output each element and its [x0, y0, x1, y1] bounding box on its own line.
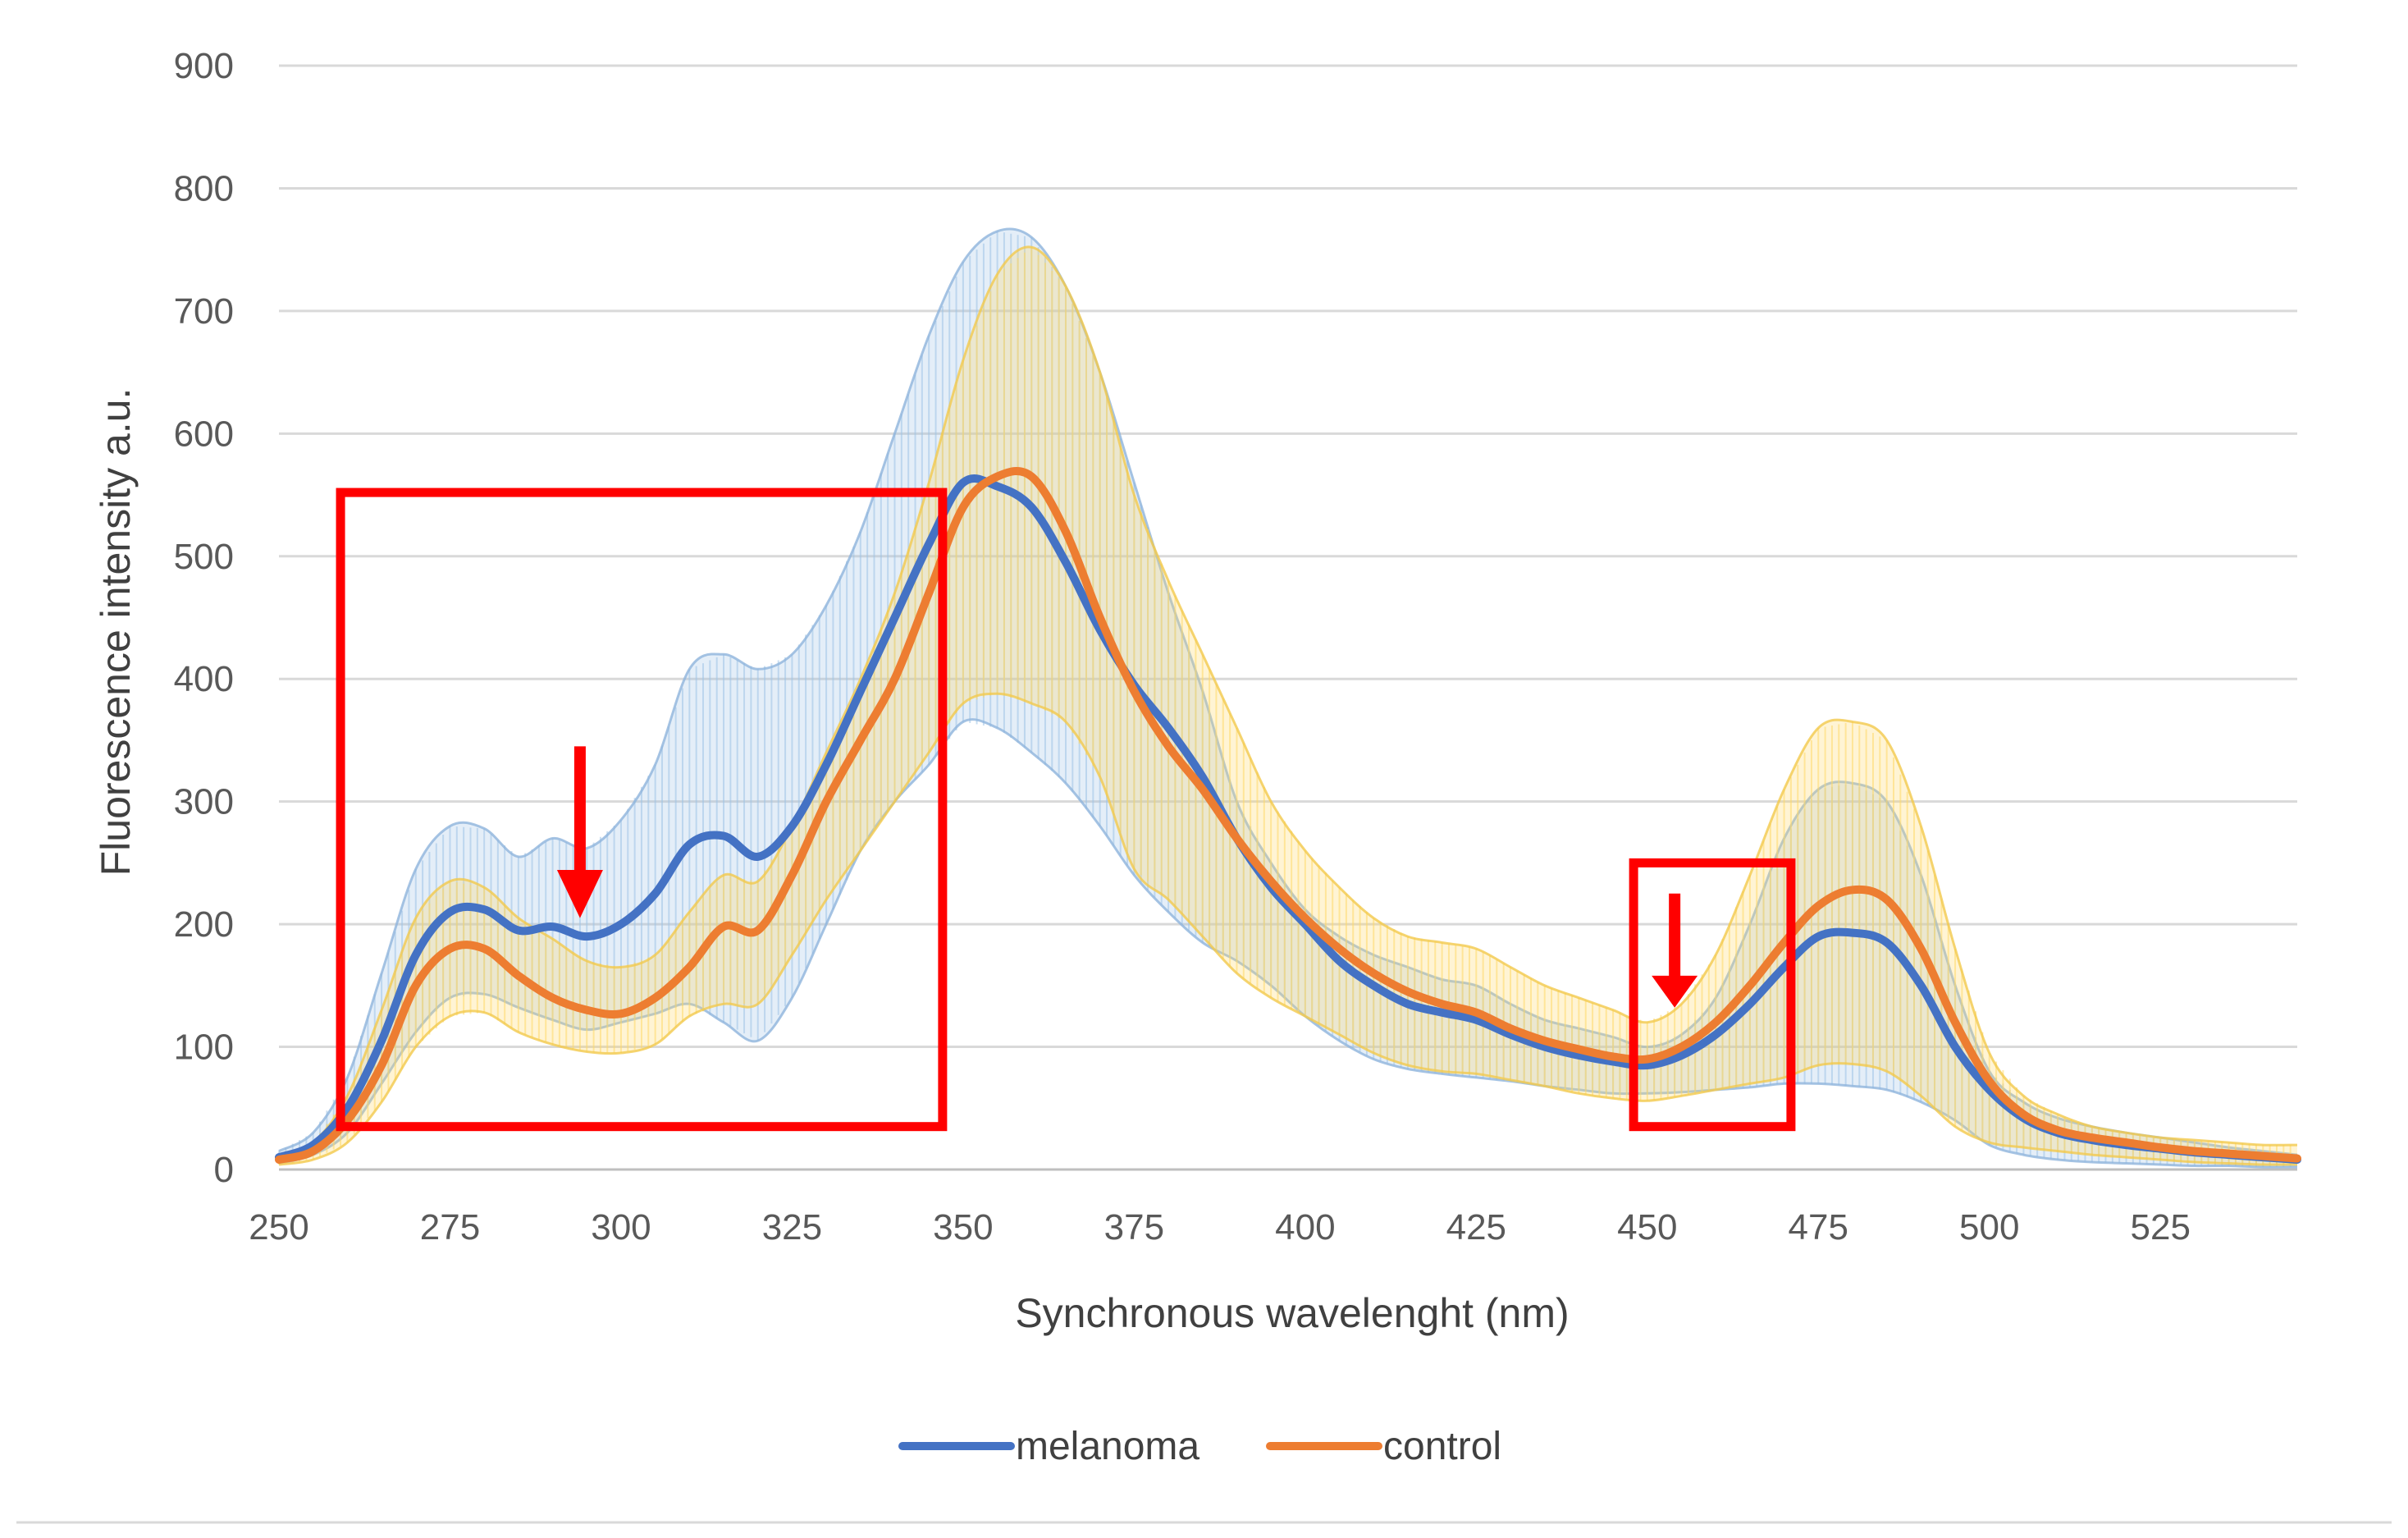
series-line-control	[275, 467, 2301, 1164]
annotations	[336, 487, 1796, 1132]
legend-label-melanoma: melanoma	[1016, 1425, 1199, 1468]
x-tick-label-250: 250	[249, 1207, 308, 1247]
x-tick-label-350: 350	[933, 1207, 993, 1247]
y-tick-label-600: 600	[174, 414, 234, 454]
y-tick-label-0: 0	[214, 1150, 234, 1190]
highlight-box-1	[1629, 858, 1796, 1132]
arrow-head-3	[1652, 975, 1698, 1008]
error-bands	[278, 227, 2298, 1169]
error-band-control	[278, 245, 2298, 1166]
error-band-upper-control	[278, 245, 2298, 1156]
y-tick-label-800: 800	[174, 168, 234, 208]
y-tick-label-400: 400	[174, 659, 234, 699]
x-tick-label-500: 500	[1959, 1207, 2019, 1247]
x-tick-label-325: 325	[762, 1207, 822, 1247]
legend: melanoma control	[898, 1425, 1501, 1468]
y-tick-label-200: 200	[174, 904, 234, 945]
arrow-head-2	[556, 870, 603, 918]
legend-label-control: control	[1383, 1425, 1501, 1468]
x-tick-label-300: 300	[591, 1207, 651, 1247]
x-tick-label-425: 425	[1446, 1207, 1506, 1247]
y-tick-label-100: 100	[174, 1028, 234, 1068]
series-lines	[275, 467, 2301, 1164]
y-tick-label-900: 900	[174, 46, 234, 86]
y-tick-label-700: 700	[174, 291, 234, 332]
y-tick-label-500: 500	[174, 537, 234, 577]
y-axis-title: Fluorescence intensity a.u.	[93, 388, 139, 877]
highlight-box-0	[336, 487, 948, 1132]
error-band-fill-control	[279, 246, 2297, 1165]
x-tick-label-450: 450	[1617, 1207, 1677, 1247]
axes: 0 100 200 300 400 500 600 700 800 900 250 275 300 325…	[174, 46, 2297, 1247]
error-band-lower-control	[278, 692, 2298, 1166]
x-axis-title: Synchronous wavelenght (nm)	[1015, 1290, 1569, 1336]
x-tick-label-275: 275	[420, 1207, 480, 1247]
x-tick-label-375: 375	[1104, 1207, 1164, 1247]
x-tick-label-400: 400	[1275, 1207, 1335, 1247]
x-tick-label-525: 525	[2131, 1207, 2191, 1247]
y-tick-label-300: 300	[174, 782, 234, 822]
x-tick-label-475: 475	[1789, 1207, 1848, 1247]
